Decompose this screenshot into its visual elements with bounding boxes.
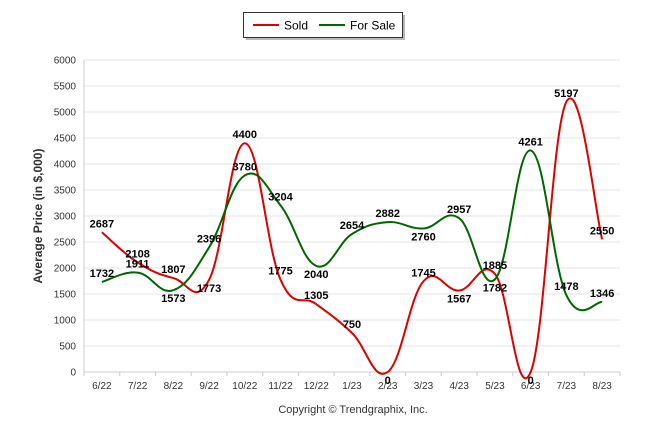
y-tick-label: 6000	[54, 56, 77, 67]
x-tick-label: 1/23	[342, 381, 362, 392]
sold-data-label: 1807	[161, 264, 185, 276]
sold-data-label: 2550	[590, 225, 614, 237]
y-tick-label: 1500	[54, 290, 77, 301]
for-sale-data-label: 2760	[411, 231, 435, 243]
x-tick-label: 7/23	[557, 381, 577, 392]
for-sale-data-label: 2040	[304, 269, 328, 281]
x-tick-label: 11/22	[268, 381, 293, 392]
sold-data-label: 0	[385, 375, 391, 387]
for-sale-data-label: 3780	[233, 161, 257, 173]
x-tick-label: 6/22	[92, 381, 112, 392]
y-tick-label: 2000	[54, 264, 77, 275]
for-sale-data-label: 1346	[590, 288, 614, 300]
y-tick-label: 2500	[54, 238, 77, 249]
sold-data-label: 1305	[304, 290, 328, 302]
x-tick-label: 10/22	[232, 381, 257, 392]
x-axis: 6/22 7/22 8/22 9/22 10/22 11/22 12/22 1/23 2/23 3…	[83, 372, 621, 392]
y-tick-label: 4000	[54, 160, 77, 171]
sold-data-label: 1775	[268, 266, 292, 278]
series-lines	[101, 97, 604, 380]
legend-label-for-sale: For Sale	[350, 19, 396, 33]
for-sale-data-label: 1732	[90, 268, 114, 280]
x-tick-label: 12/22	[304, 381, 329, 392]
sold-data-label: 0	[528, 375, 534, 387]
copyright-credit: Copyright © Trendgraphix, Inc.	[278, 404, 427, 416]
for-sale-data-label: 4261	[518, 136, 542, 148]
x-tick-label: 4/23	[449, 381, 469, 392]
sold-data-label: 1567	[447, 294, 471, 306]
sold-data-label: 2687	[90, 218, 114, 230]
for-sale-data-label: 2957	[447, 204, 471, 216]
for-sale-data-label: 2882	[375, 208, 399, 220]
y-tick-label: 5500	[54, 82, 77, 93]
y-tick-label: 500	[59, 342, 76, 353]
x-tick-label: 8/22	[164, 381, 184, 392]
for-sale-data-label: 2396	[197, 233, 221, 245]
y-axis-title: Average Price (in $,000)	[31, 149, 45, 284]
y-tick-label: 4500	[54, 134, 77, 145]
sold-data-label: 4400	[233, 129, 257, 141]
sold-series-line	[101, 97, 604, 380]
for-sale-data-label: 1782	[483, 282, 507, 294]
x-tick-label: 6/23	[521, 381, 541, 392]
sold-data-label: 1773	[197, 283, 221, 295]
for-sale-data-label: 1478	[554, 281, 578, 293]
x-tick-label: 8/23	[592, 381, 612, 392]
for-sale-series-line	[101, 149, 603, 312]
x-tick-label: 3/23	[414, 381, 434, 392]
y-tick-label: 3500	[54, 186, 77, 197]
y-tick-label: 5000	[54, 108, 77, 119]
sold-data-label: 2108	[125, 248, 149, 260]
for-sale-data-label: 1911	[126, 259, 150, 271]
sold-data-label: 1745	[411, 267, 435, 279]
legend: Sold For Sale	[243, 12, 405, 40]
for-sale-data-label: 2654	[340, 220, 365, 232]
data-labels: 2687 2108 1807 1773 4400 1775 1305 750 0 1745 1567…	[90, 88, 615, 387]
y-tick-label: 1000	[54, 316, 77, 327]
sold-data-label: 1885	[483, 260, 507, 272]
for-sale-data-label: 3204	[268, 191, 293, 203]
x-tick-label: 2/23	[378, 381, 398, 392]
sold-data-label: 5197	[554, 88, 578, 100]
y-tick-label: 3000	[54, 212, 77, 223]
y-axis: 0 500 1000 1500 2000 2500 3000 3500 4000 4500 5000…	[54, 56, 77, 379]
x-tick-label: 9/22	[199, 381, 219, 392]
x-tick-label: 5/23	[485, 381, 505, 392]
x-tick-label: 7/22	[128, 381, 148, 392]
sold-data-label: 750	[343, 319, 361, 331]
legend-label-sold: Sold	[284, 19, 308, 33]
y-tick-label: 0	[70, 368, 76, 379]
for-sale-data-label: 1573	[161, 293, 185, 305]
